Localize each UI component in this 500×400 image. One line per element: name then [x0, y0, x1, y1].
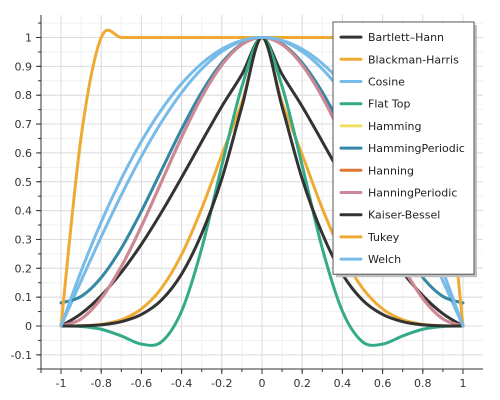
x-tick-label: -0.8 [90, 377, 111, 390]
legend-label-hamming: Hamming [368, 120, 421, 133]
legend-label-kaiser-bessel: Kaiser-Bessel [368, 209, 440, 222]
y-tick-label: -0.1 [11, 349, 32, 362]
legend-label-welch: Welch [368, 253, 401, 266]
legend-label-blackman-harris: Blackman-Harris [368, 53, 459, 66]
x-tick-label: -0.2 [211, 377, 232, 390]
legend-label-cosine: Cosine [368, 76, 405, 89]
axes-layer: -0.1 0 0.1 0.2 0.3 0.4 0.5 0.6 0.7 0.8 0.9 1 -1 -0.8 -… [11, 15, 483, 390]
y-tick-label: 0.7 [15, 118, 33, 131]
y-tick-label: 0.9 [15, 60, 33, 73]
x-tick-label: 0.6 [374, 377, 392, 390]
x-tick-label: 0.4 [334, 377, 352, 390]
x-tick-label: -1 [56, 377, 67, 390]
y-tick-label: 0.4 [15, 205, 33, 218]
y-tick-label: 1 [25, 32, 32, 45]
y-tick-label: 0.1 [15, 291, 33, 304]
y-tick-label: 0.3 [15, 233, 33, 246]
x-tick-label: -0.6 [131, 377, 152, 390]
x-tick-label: 0.2 [293, 377, 311, 390]
x-tick-label: -0.4 [171, 377, 192, 390]
legend-label-bartlett-hann: Bartlett–Hann [368, 31, 444, 44]
y-tick-label: 0.6 [15, 147, 33, 160]
legend-label-hanningperiodic: HanningPeriodic [368, 187, 457, 200]
x-tick-label: 1 [460, 377, 467, 390]
legend-label-hanning: Hanning [368, 164, 414, 177]
legend-label-tukey: Tukey [367, 231, 400, 244]
y-tick-label: 0.5 [15, 176, 33, 189]
y-tick-label: 0.2 [15, 262, 33, 275]
legend: Bartlett–Hann Blackman-Harris Cosine Flat T… [332, 21, 477, 278]
x-tick-label: 0 [259, 377, 266, 390]
legend-label-flat-top: Flat Top [368, 98, 411, 111]
x-tick-label: 0.8 [414, 377, 432, 390]
y-tick-label: 0.8 [15, 89, 33, 102]
y-tick-label: 0 [25, 320, 32, 333]
legend-label-hammingperiodic: HammingPeriodic [368, 142, 465, 155]
